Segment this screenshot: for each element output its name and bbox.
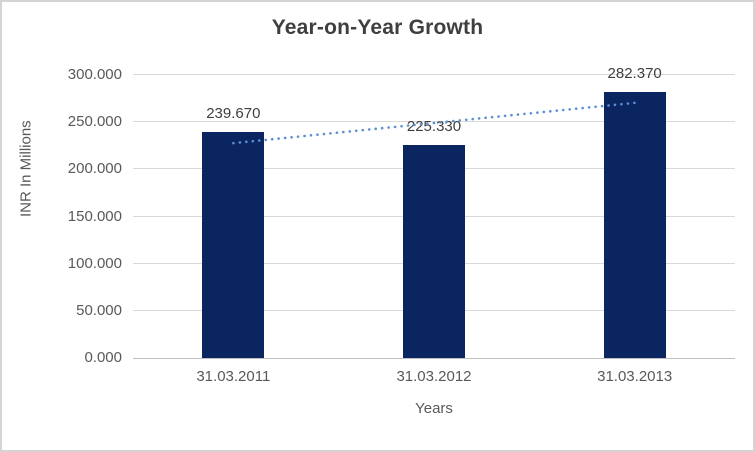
x-tick-label: 31.03.2013 [597,368,673,385]
gridline-y-0 [133,358,735,359]
x-tick-label: 31.03.2012 [396,368,472,385]
y-tick-label: 200.000 [67,160,122,178]
y-tick-label: 250.000 [67,113,122,131]
x-tick-label: 31.03.2011 [196,368,271,385]
y-tick-label: 100.000 [67,254,122,272]
y-tick-label: 150.000 [67,207,122,225]
y-tick-label: 50.000 [76,301,122,319]
bar-31.03.2013 [603,91,666,358]
y-tick-label: 0.000 [84,349,122,366]
y-tick-label: 300.000 [67,66,122,83]
chart-title: Year-on-Year Growth [271,16,484,39]
gridline-y-300 [133,74,735,75]
bar-31.03.2011 [202,131,265,358]
bar-value-label: 282.370 [607,64,662,82]
bar-value-label: 239.670 [206,104,261,122]
x-axis-title: Years [415,400,453,417]
bar-31.03.2012 [403,145,465,358]
bar-value-label: 225.330 [406,118,462,136]
plot-area: 239.670 225.330 282.370 [133,65,735,359]
